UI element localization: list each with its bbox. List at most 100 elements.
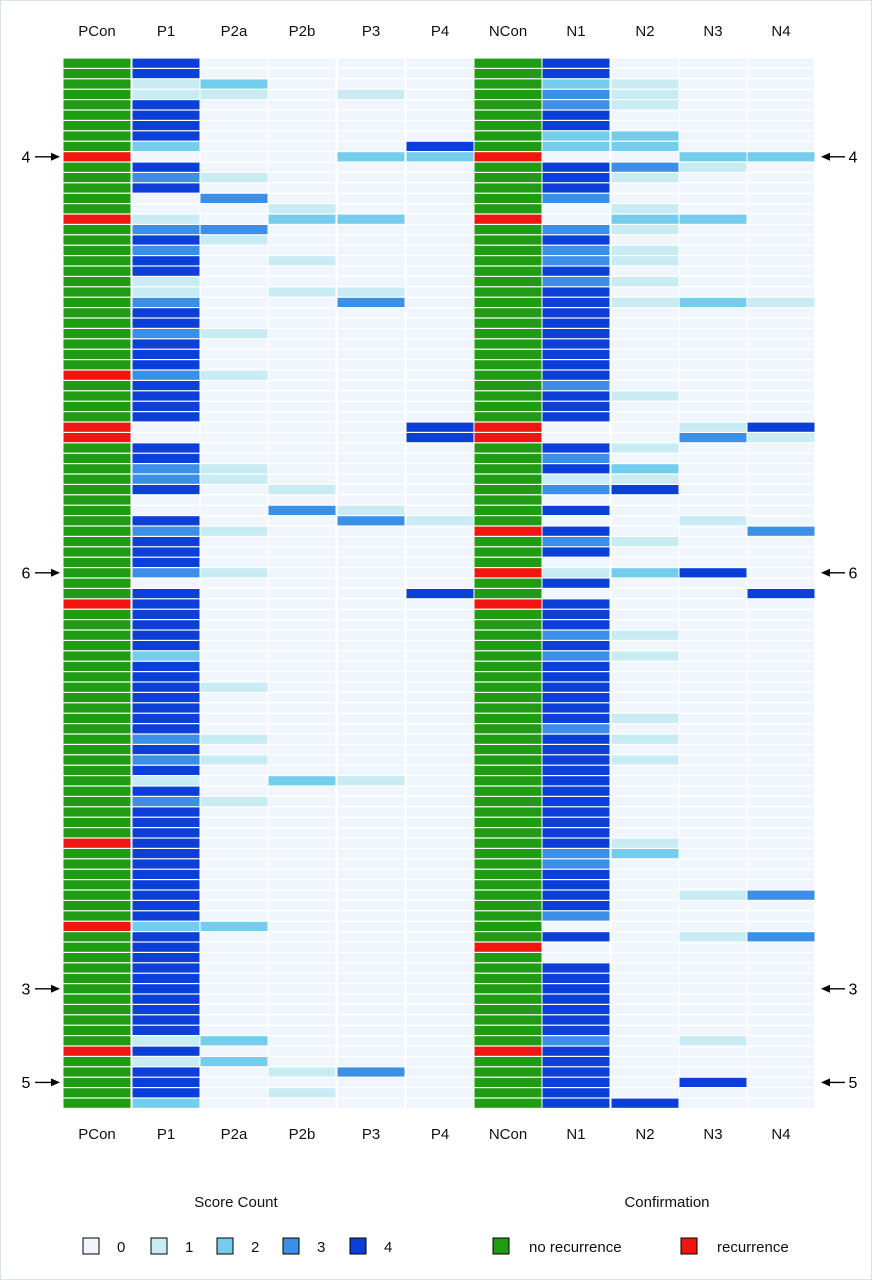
heatmap-cell-p2a-36 (200, 433, 268, 443)
heatmap-cell-n4-10 (747, 162, 815, 172)
heatmap-cell-p2b-9 (268, 152, 336, 162)
heatmap-cell-p3-47 (337, 547, 405, 557)
heatmap-cell-p3-25 (337, 318, 405, 328)
heatmap-cell-n3-81 (679, 901, 747, 911)
heatmap-cell-p2b-69 (268, 776, 336, 786)
heatmap-cell-n3-29 (679, 360, 747, 370)
heatmap-cell-p2b-95 (268, 1046, 336, 1056)
heatmap-cell-n1-68 (542, 765, 610, 775)
row-marker-right-2: 3 (849, 981, 858, 998)
heatmap-cell-p2a-10 (200, 162, 268, 172)
heatmap-cell-p1-68 (132, 765, 200, 775)
heatmap-cell-pcon-77 (63, 859, 131, 869)
heatmap-cell-n2-26 (611, 329, 679, 339)
heatmap-cell-n4-1 (747, 69, 815, 79)
heatmap-cell-n2-63 (611, 713, 679, 723)
heatmap-cell-p3-1 (337, 69, 405, 79)
row-marker-left-0: 4 (22, 149, 31, 166)
heatmap-cell-n1-79 (542, 880, 610, 890)
heatmap-cell-p2a-97 (200, 1067, 268, 1077)
heatmap-cell-n2-82 (611, 911, 679, 921)
heatmap-cell-ncon-60 (474, 682, 542, 692)
heatmap-cell-p1-36 (132, 433, 200, 443)
column-label-bottom-p2b: P2b (289, 1126, 316, 1143)
heatmap-cell-p2a-74 (200, 828, 268, 838)
heatmap-cell-pcon-22 (63, 287, 131, 297)
heatmap-cell-ncon-23 (474, 297, 542, 307)
heatmap-cell-p3-63 (337, 713, 405, 723)
heatmap-cell-n1-11 (542, 173, 610, 183)
heatmap-cell-p2b-77 (268, 859, 336, 869)
heatmap-cell-p2a-26 (200, 329, 268, 339)
heatmap-cell-pcon-96 (63, 1057, 131, 1067)
heatmap-cell-p1-24 (132, 308, 200, 318)
heatmap-cell-n2-1 (611, 69, 679, 79)
heatmap-cell-p3-38 (337, 453, 405, 463)
heatmap-cell-p3-0 (337, 58, 405, 68)
heatmap-cell-n4-66 (747, 745, 815, 755)
heatmap-cell-p2b-8 (268, 141, 336, 151)
heatmap-cell-p1-65 (132, 734, 200, 744)
heatmap-cell-pcon-95 (63, 1046, 131, 1056)
heatmap-cell-n3-75 (679, 838, 747, 848)
heatmap-cell-n4-6 (747, 121, 815, 131)
heatmap-cell-p1-85 (132, 942, 200, 952)
heatmap-cell-p1-84 (132, 932, 200, 942)
heatmap-cell-p2a-4 (200, 100, 268, 110)
heatmap-cell-n2-23 (611, 297, 679, 307)
heatmap-cell-p4-66 (406, 745, 474, 755)
heatmap-cell-n2-83 (611, 921, 679, 931)
heatmap-cell-p1-3 (132, 89, 200, 99)
heatmap-cell-pcon-23 (63, 297, 131, 307)
heatmap-cell-pcon-47 (63, 547, 131, 557)
heatmap-cell-p3-4 (337, 100, 405, 110)
heatmap-cell-pcon-74 (63, 828, 131, 838)
heatmap-cell-p1-0 (132, 58, 200, 68)
heatmap-cell-p3-56 (337, 641, 405, 651)
heatmap-cell-p1-6 (132, 121, 200, 131)
heatmap-cell-p2a-8 (200, 141, 268, 151)
heatmap-cell-n3-58 (679, 661, 747, 671)
heatmap-cell-p3-54 (337, 620, 405, 630)
heatmap-cell-pcon-100 (63, 1098, 131, 1108)
heatmap-cell-n2-62 (611, 703, 679, 713)
heatmap-cell-n4-77 (747, 859, 815, 869)
heatmap-cell-n1-55 (542, 630, 610, 640)
heatmap-cell-p2b-3 (268, 89, 336, 99)
heatmap-cell-p2a-59 (200, 672, 268, 682)
heatmap-cell-ncon-75 (474, 838, 542, 848)
heatmap-cell-n2-64 (611, 724, 679, 734)
heatmap-cell-p1-47 (132, 547, 200, 557)
heatmap-cell-p3-33 (337, 401, 405, 411)
heatmap-cell-pcon-67 (63, 755, 131, 765)
heatmap-cell-p3-83 (337, 921, 405, 931)
heatmap-cell-pcon-19 (63, 256, 131, 266)
heatmap-cell-p2b-70 (268, 786, 336, 796)
heatmap-cell-p4-21 (406, 277, 474, 287)
heatmap-cell-ncon-39 (474, 464, 542, 474)
heatmap-cell-p4-100 (406, 1098, 474, 1108)
heatmap-cell-ncon-57 (474, 651, 542, 661)
heatmap-cell-ncon-78 (474, 869, 542, 879)
heatmap-cell-p1-75 (132, 838, 200, 848)
heatmap-cell-p4-51 (406, 589, 474, 599)
legend-confirmation-swatch-1 (680, 1237, 698, 1255)
heatmap-cell-p2b-50 (268, 578, 336, 588)
heatmap-cell-p1-11 (132, 173, 200, 183)
heatmap-cell-ncon-12 (474, 183, 542, 193)
heatmap-cell-p2a-38 (200, 453, 268, 463)
heatmap-cell-p2b-21 (268, 277, 336, 287)
heatmap-cell-n2-100 (611, 1098, 679, 1108)
heatmap-cell-p4-20 (406, 266, 474, 276)
row-marker-arrowhead-left-3 (51, 1078, 60, 1087)
heatmap-cell-ncon-19 (474, 256, 542, 266)
heatmap-cell-p2a-90 (200, 994, 268, 1004)
row-marker-right-3: 5 (849, 1075, 858, 1092)
heatmap-cell-n2-95 (611, 1046, 679, 1056)
heatmap-cell-p2b-7 (268, 131, 336, 141)
heatmap-cell-p2a-33 (200, 401, 268, 411)
heatmap-cell-n4-17 (747, 235, 815, 245)
heatmap-cell-p2a-48 (200, 557, 268, 567)
heatmap-cell-n2-94 (611, 1036, 679, 1046)
